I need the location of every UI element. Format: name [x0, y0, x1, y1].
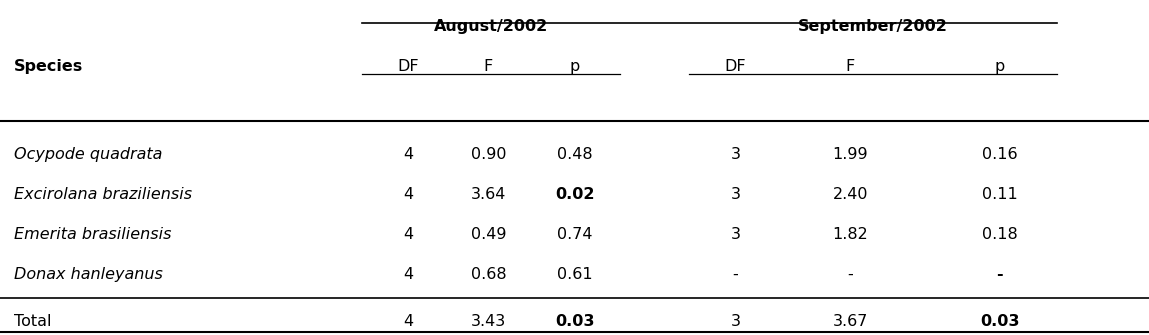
Text: 3: 3	[731, 314, 740, 329]
Text: 0.03: 0.03	[980, 314, 1019, 329]
Text: -: -	[732, 267, 739, 282]
Text: 3.67: 3.67	[833, 314, 867, 329]
Text: September/2002: September/2002	[799, 18, 948, 34]
Text: DF: DF	[398, 59, 418, 74]
Text: 0.48: 0.48	[556, 147, 593, 161]
Text: F: F	[846, 59, 855, 74]
Text: Ocypode quadrata: Ocypode quadrata	[14, 147, 162, 161]
Text: 0.61: 0.61	[556, 267, 593, 282]
Text: 4: 4	[403, 187, 412, 202]
Text: 3.43: 3.43	[471, 314, 506, 329]
Text: p: p	[570, 59, 579, 74]
Text: p: p	[995, 59, 1004, 74]
Text: Species: Species	[14, 59, 83, 74]
Text: Emerita brasiliensis: Emerita brasiliensis	[14, 227, 171, 242]
Text: 0.49: 0.49	[471, 227, 506, 242]
Text: 4: 4	[403, 314, 412, 329]
Text: Excirolana braziliensis: Excirolana braziliensis	[14, 187, 192, 202]
Text: 3: 3	[731, 227, 740, 242]
Text: F: F	[484, 59, 493, 74]
Text: Donax hanleyanus: Donax hanleyanus	[14, 267, 163, 282]
Text: 0.18: 0.18	[981, 227, 1018, 242]
Text: 0.11: 0.11	[981, 187, 1018, 202]
Text: 4: 4	[403, 227, 412, 242]
Text: -: -	[847, 267, 854, 282]
Text: 4: 4	[403, 267, 412, 282]
Text: 0.90: 0.90	[471, 147, 506, 161]
Text: DF: DF	[725, 59, 746, 74]
Text: Total: Total	[14, 314, 52, 329]
Text: 2.40: 2.40	[833, 187, 867, 202]
Text: 0.68: 0.68	[470, 267, 507, 282]
Text: 1.82: 1.82	[832, 227, 869, 242]
Text: 0.03: 0.03	[555, 314, 594, 329]
Text: 0.02: 0.02	[555, 187, 594, 202]
Text: 0.16: 0.16	[981, 147, 1018, 161]
Text: 3: 3	[731, 187, 740, 202]
Text: 3.64: 3.64	[471, 187, 506, 202]
Text: 4: 4	[403, 147, 412, 161]
Text: 1.99: 1.99	[832, 147, 869, 161]
Text: August/2002: August/2002	[434, 18, 548, 34]
Text: 0.74: 0.74	[557, 227, 592, 242]
Text: -: -	[996, 267, 1003, 282]
Text: 3: 3	[731, 147, 740, 161]
